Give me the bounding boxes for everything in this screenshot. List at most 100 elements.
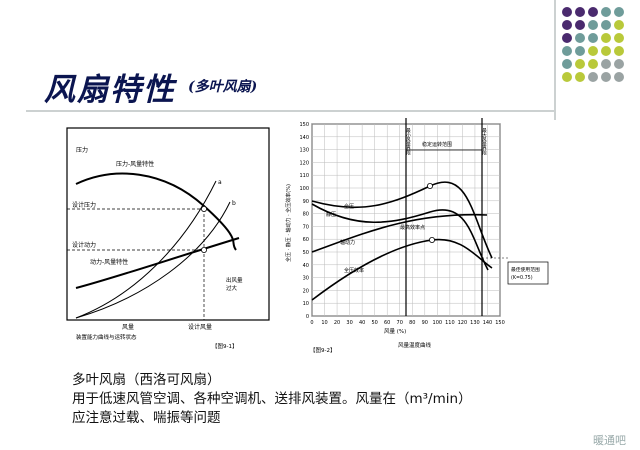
- left-caption: 装置能力曲线与运转状态: [76, 333, 137, 341]
- decorative-dot: [562, 7, 572, 17]
- static-pressure-label: 静压: [326, 211, 336, 218]
- design-pressure-label: 设计压力: [72, 201, 96, 209]
- point-a-label: a: [218, 179, 222, 186]
- design-flow-label: 设计风量: [188, 323, 212, 331]
- x-tick-label: 100: [433, 320, 443, 326]
- y-tick-label: 10: [303, 301, 309, 307]
- efficiency-curve: [311, 238, 493, 301]
- y-tick-label: 140: [299, 135, 309, 141]
- left-chart-frame: [66, 127, 270, 321]
- shaft-power-curve: [311, 213, 488, 253]
- x-tick-label: 90: [422, 320, 428, 326]
- x-tick-label: 80: [409, 320, 415, 326]
- decorative-dot: [588, 33, 598, 43]
- static-pressure-curve: [311, 203, 489, 271]
- decorative-dot: [562, 20, 572, 30]
- decorative-dot: [614, 7, 624, 17]
- decorative-dot: [588, 46, 598, 56]
- decorative-dot: [588, 20, 598, 30]
- right-x-label: 风量 (%): [384, 328, 406, 335]
- body-line-1: 多叶风扇（西洛可风扇）: [72, 372, 221, 388]
- watermark: 暖通吧: [593, 434, 626, 447]
- x-tick-label: 120: [458, 320, 468, 326]
- decorative-dot: [601, 20, 611, 30]
- decorative-dot: [614, 33, 624, 43]
- decorative-dot: [562, 46, 572, 56]
- power-flow-curve: [75, 237, 240, 289]
- left-x-label: 风量: [122, 324, 134, 331]
- x-tick-label: 110: [445, 320, 455, 326]
- efficiency-label: 全压效率: [344, 267, 364, 274]
- decorative-dot: [575, 46, 585, 56]
- y-tick-label: 60: [303, 237, 309, 243]
- decorative-dot: [575, 7, 585, 17]
- decorative-dot: [588, 72, 598, 82]
- decorative-dot: [614, 20, 624, 30]
- power-curve-label: 动力-风量特性: [90, 258, 128, 266]
- y-tick-label: 120: [299, 160, 309, 166]
- y-tick-label: 80: [303, 212, 309, 218]
- decorative-dot: [614, 72, 624, 82]
- y-tick-label: 50: [303, 250, 309, 256]
- min-flow-label: 最小风量界限: [406, 127, 411, 157]
- y-tick-label: 20: [303, 288, 309, 294]
- x-tick-label: 10: [321, 320, 327, 326]
- decorative-dot: [601, 72, 611, 82]
- y-tick-label: 150: [299, 122, 309, 128]
- decorative-dot: [562, 33, 572, 43]
- x-tick-label: 130: [470, 320, 480, 326]
- y-tick-label: 110: [299, 173, 309, 179]
- decorative-dot: [601, 46, 611, 56]
- x-tick-label: 20: [334, 320, 340, 326]
- right-y-label: 全压 · 静压 · 轴动力 · 全压效率(%): [285, 184, 292, 262]
- design-power-label: 设计动力: [72, 241, 96, 249]
- y-tick-label: 130: [299, 148, 309, 154]
- y-tick-label: 70: [303, 224, 309, 230]
- x-tick-label: 70: [397, 320, 403, 326]
- x-tick-label: 60: [384, 320, 390, 326]
- max-flow-label: 最大风量界限: [482, 127, 487, 157]
- body-line-3: 应注意过载、喘振等问题: [72, 410, 221, 426]
- max-eff-label: 最高效率点: [400, 224, 425, 231]
- y-tick-label: 40: [303, 263, 309, 269]
- slide-subtitle: (多叶风扇): [188, 79, 258, 95]
- stable-range-label: 稳定运转范围: [422, 141, 452, 148]
- system-curve-b: [75, 201, 231, 319]
- point-b-label: b: [232, 200, 236, 207]
- decorative-dot: [588, 7, 598, 17]
- y-tick-label: 30: [303, 276, 309, 282]
- total-pressure-label: 全压: [344, 203, 354, 210]
- x-tick-label: 150: [495, 320, 505, 326]
- slide-title: 风扇特性: [44, 72, 176, 108]
- decorative-dot: [575, 72, 585, 82]
- pressure-curve-label: 压力-风量特性: [116, 160, 154, 168]
- decorative-dot: [601, 33, 611, 43]
- x-tick-label: 140: [483, 320, 493, 326]
- slide-body: 多叶风扇（西洛可风扇） 用于低速风管空调、各种空调机、送排风装置。风量在（m³/…: [72, 371, 472, 428]
- decorative-dot: [601, 59, 611, 69]
- right-fig-label: 【图9-2】: [310, 346, 335, 354]
- right-caption: 风量温度曲线: [398, 341, 432, 349]
- decorative-dot: [575, 33, 585, 43]
- x-tick-label: 30: [346, 320, 352, 326]
- y-tick-label: 90: [303, 199, 309, 205]
- decorative-dot: [562, 59, 572, 69]
- decorative-dot: [575, 20, 585, 30]
- duct-label: 出风量过大: [226, 276, 243, 292]
- right-box-label: 最佳使用范围(K=0.75): [511, 266, 540, 281]
- x-tick-label: 0: [310, 320, 313, 326]
- shaft-power-label: 轴动力: [340, 239, 355, 246]
- decorative-dot-grid: [26, 0, 624, 120]
- decorative-dot: [601, 7, 611, 17]
- decorative-dot: [588, 59, 598, 69]
- body-line-2: 用于低速风管空调、各种空调机、送排风装置。风量在（m³/min）: [72, 391, 472, 407]
- x-tick-label: 40: [359, 320, 365, 326]
- y-tick-label: 100: [299, 186, 309, 192]
- left-y-top-label: 压力: [76, 146, 88, 154]
- left-fan-curve-diagram: 压力 设计压力 设计动力 压力-风量特性 动力-风量特性 a b 出风量过大 风…: [66, 127, 270, 350]
- decorative-dot: [562, 72, 572, 82]
- pressure-flow-curve: [75, 172, 237, 251]
- decorative-dot: [614, 46, 624, 56]
- decorative-dot: [575, 59, 585, 69]
